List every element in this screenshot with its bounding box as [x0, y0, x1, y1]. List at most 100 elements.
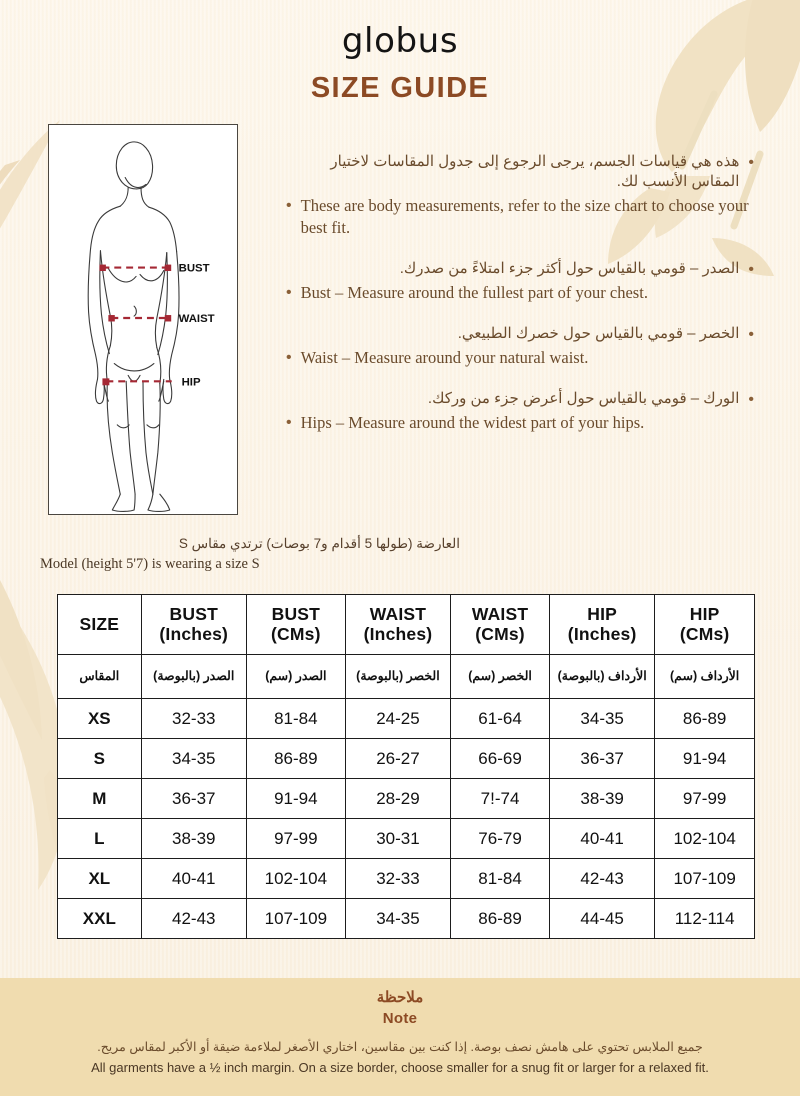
- column-header-line: (CMs): [679, 623, 730, 644]
- column-header-size: SIZE: [57, 594, 142, 655]
- cell-waist-cms: 66-69: [450, 738, 551, 779]
- hip-measure-endpoint: [102, 378, 110, 386]
- instruction-english-text: These are body measurements, refer to th…: [300, 195, 749, 237]
- column-header-line: BUST: [169, 603, 218, 624]
- column-header-line: (Inches): [159, 623, 229, 644]
- cell-bust-cms: 107-109: [245, 898, 346, 939]
- cell-size: XS: [57, 698, 142, 739]
- column-header-line: (Inches): [363, 623, 433, 644]
- cell-size: S: [57, 738, 142, 779]
- table-header-row-english: SIZE BUST (Inches) BUST (CMs) WAIST (Inc…: [57, 594, 755, 655]
- size-chart-table: SIZE BUST (Inches) BUST (CMs) WAIST (Inc…: [57, 594, 755, 939]
- column-header-line: WAIST: [369, 603, 427, 624]
- cell-waist-inches: 32-33: [344, 858, 452, 899]
- cell-waist-inches: 34-35: [344, 898, 452, 939]
- cell-hip-inches: 44-45: [549, 898, 656, 939]
- table-row: XL 40-41 102-104 32-33 81-84 42-43 107-1…: [57, 858, 755, 899]
- instruction-english-row: • Hips – Measure around the widest part …: [286, 412, 754, 434]
- column-header-waist-cms: WAIST (CMs): [450, 594, 551, 655]
- note-title-arabic: ملاحظة: [376, 989, 424, 1006]
- cell-bust-inches: 42-43: [140, 898, 247, 939]
- instruction-arabic-row: • الورك – قومي بالقياس حول أعرض جزء من و…: [286, 389, 754, 410]
- cell-waist-inches: 28-29: [344, 778, 452, 819]
- instruction-english-text: Bust – Measure around the fullest part o…: [300, 282, 648, 302]
- waist-label: WAIST: [179, 313, 215, 325]
- instruction-english-row: • Bust – Measure around the fullest part…: [286, 282, 754, 304]
- column-header-line: BUST: [271, 603, 321, 624]
- column-header-hip-inches: HIP (Inches): [549, 594, 656, 655]
- cell-waist-cms: 61-64: [450, 698, 551, 739]
- cell-size: M: [57, 778, 142, 819]
- page-title: SIZE GUIDE: [310, 71, 490, 104]
- bust-measure-endpoint: [164, 264, 172, 272]
- cell-waist-inches: 26-27: [344, 738, 452, 779]
- measurement-instructions: • هذه هي قياسات الجسم، يرجى الرجوع إلى ج…: [286, 152, 754, 436]
- hip-label: HIP: [182, 376, 201, 388]
- instruction-english-row: • Waist – Measure around your natural wa…: [286, 347, 754, 369]
- cell-bust-cms: 86-89: [245, 738, 346, 779]
- cell-waist-cms: 86-89: [450, 898, 551, 939]
- column-header-hip-cms: HIP (CMs): [654, 594, 755, 655]
- instruction-arabic-text: الخصر – قومي بالقياس حول خصرك الطبيعي.: [457, 324, 740, 342]
- cell-hip-cms: 112-114: [654, 898, 755, 939]
- instruction-arabic-row: • هذه هي قياسات الجسم، يرجى الرجوع إلى ج…: [286, 152, 754, 193]
- instruction-english-row: • These are body measurements, refer to …: [286, 195, 754, 239]
- cell-bust-inches: 38-39: [140, 818, 247, 859]
- bullet-dot-icon: •: [286, 196, 292, 214]
- bullet-dot-icon: •: [748, 260, 754, 278]
- table-row: XS 32-33 81-84 24-25 61-64 34-35 86-89: [57, 698, 755, 739]
- note-body-english: All garments have a ½ inch margin. On a …: [91, 1059, 709, 1075]
- column-header-line: HIP: [689, 603, 720, 624]
- brand-logo: globus: [341, 21, 459, 61]
- column-header-waist-inches-arabic: الخصر (بالبوصة): [344, 654, 452, 699]
- cell-size: XL: [57, 858, 142, 899]
- cell-waist-inches: 24-25: [344, 698, 452, 739]
- table-row: S 34-35 86-89 26-27 66-69 36-37 91-94: [57, 738, 755, 779]
- bullet-dot-icon: •: [286, 348, 292, 366]
- bullet-dot-icon: •: [286, 413, 292, 431]
- body-measurement-figure: BUST WAIST HIP: [48, 124, 238, 515]
- cell-waist-cms: 7!-74: [450, 778, 551, 819]
- model-caption: العارضة (طولها 5 أقدام و7 بوصات) ترتدي م…: [40, 534, 460, 575]
- column-header-waist-cms-arabic: الخصر (سم): [450, 654, 551, 699]
- cell-size: XXL: [57, 898, 142, 939]
- cell-hip-cms: 91-94: [654, 738, 755, 779]
- instruction-english-text: Hips – Measure around the widest part of…: [300, 412, 645, 432]
- instruction-group-general: • هذه هي قياسات الجسم، يرجى الرجوع إلى ج…: [286, 152, 754, 239]
- cell-waist-cms: 81-84: [450, 858, 551, 899]
- column-header-waist-inches: WAIST (Inches): [344, 594, 452, 655]
- column-header-hip-cms-arabic: الأرداف (سم): [654, 654, 755, 699]
- instruction-arabic-row: • الخصر – قومي بالقياس حول خصرك الطبيعي.: [286, 324, 754, 345]
- instruction-arabic-text: الورك – قومي بالقياس حول أعرض جزء من ورك…: [427, 389, 740, 407]
- model-caption-arabic: العارضة (طولها 5 أقدام و7 بوصات) ترتدي م…: [178, 536, 460, 551]
- table-row: L 38-39 97-99 30-31 76-79 40-41 102-104: [57, 818, 755, 859]
- cell-bust-cms: 97-99: [245, 818, 346, 859]
- cell-hip-cms: 97-99: [654, 778, 755, 819]
- bust-label: BUST: [179, 263, 210, 275]
- instruction-arabic-text: الصدر – قومي بالقياس حول أكثر جزء امتلاء…: [399, 259, 740, 277]
- cell-bust-cms: 102-104: [245, 858, 346, 899]
- cell-hip-inches: 36-37: [549, 738, 656, 779]
- cell-hip-inches: 38-39: [549, 778, 656, 819]
- cell-bust-cms: 81-84: [245, 698, 346, 739]
- column-header-line: HIP: [587, 603, 618, 624]
- column-header-line: (Inches): [567, 623, 637, 644]
- cell-hip-inches: 34-35: [549, 698, 656, 739]
- cell-waist-inches: 30-31: [344, 818, 452, 859]
- column-header-line: SIZE: [79, 613, 120, 634]
- column-header-line: (CMs): [475, 623, 525, 644]
- bullet-dot-icon: •: [748, 154, 754, 171]
- note-title-english: Note: [382, 1009, 418, 1027]
- column-header-bust-cms: BUST (CMs): [245, 594, 346, 655]
- model-caption-english: Model (height 5'7) is wearing a size S: [40, 556, 260, 573]
- bullet-dot-icon: •: [748, 325, 754, 343]
- bust-measure-endpoint: [99, 264, 106, 272]
- table-row: XXL 42-43 107-109 34-35 86-89 44-45 112-…: [57, 898, 755, 939]
- waist-measure-endpoint: [108, 315, 115, 322]
- instruction-english-text: Waist – Measure around your natural wais…: [300, 347, 589, 367]
- instruction-group-bust: • الصدر – قومي بالقياس حول أكثر جزء امتل…: [286, 259, 754, 304]
- table-row: M 36-37 91-94 28-29 7!-74 38-39 97-99: [57, 778, 755, 819]
- column-header-hip-inches-arabic: الأرداف (بالبوصة): [549, 654, 656, 699]
- cell-bust-inches: 40-41: [140, 858, 247, 899]
- footer-note-band: ملاحظة Note جميع الملابس تحتوي على هامش …: [0, 978, 800, 1096]
